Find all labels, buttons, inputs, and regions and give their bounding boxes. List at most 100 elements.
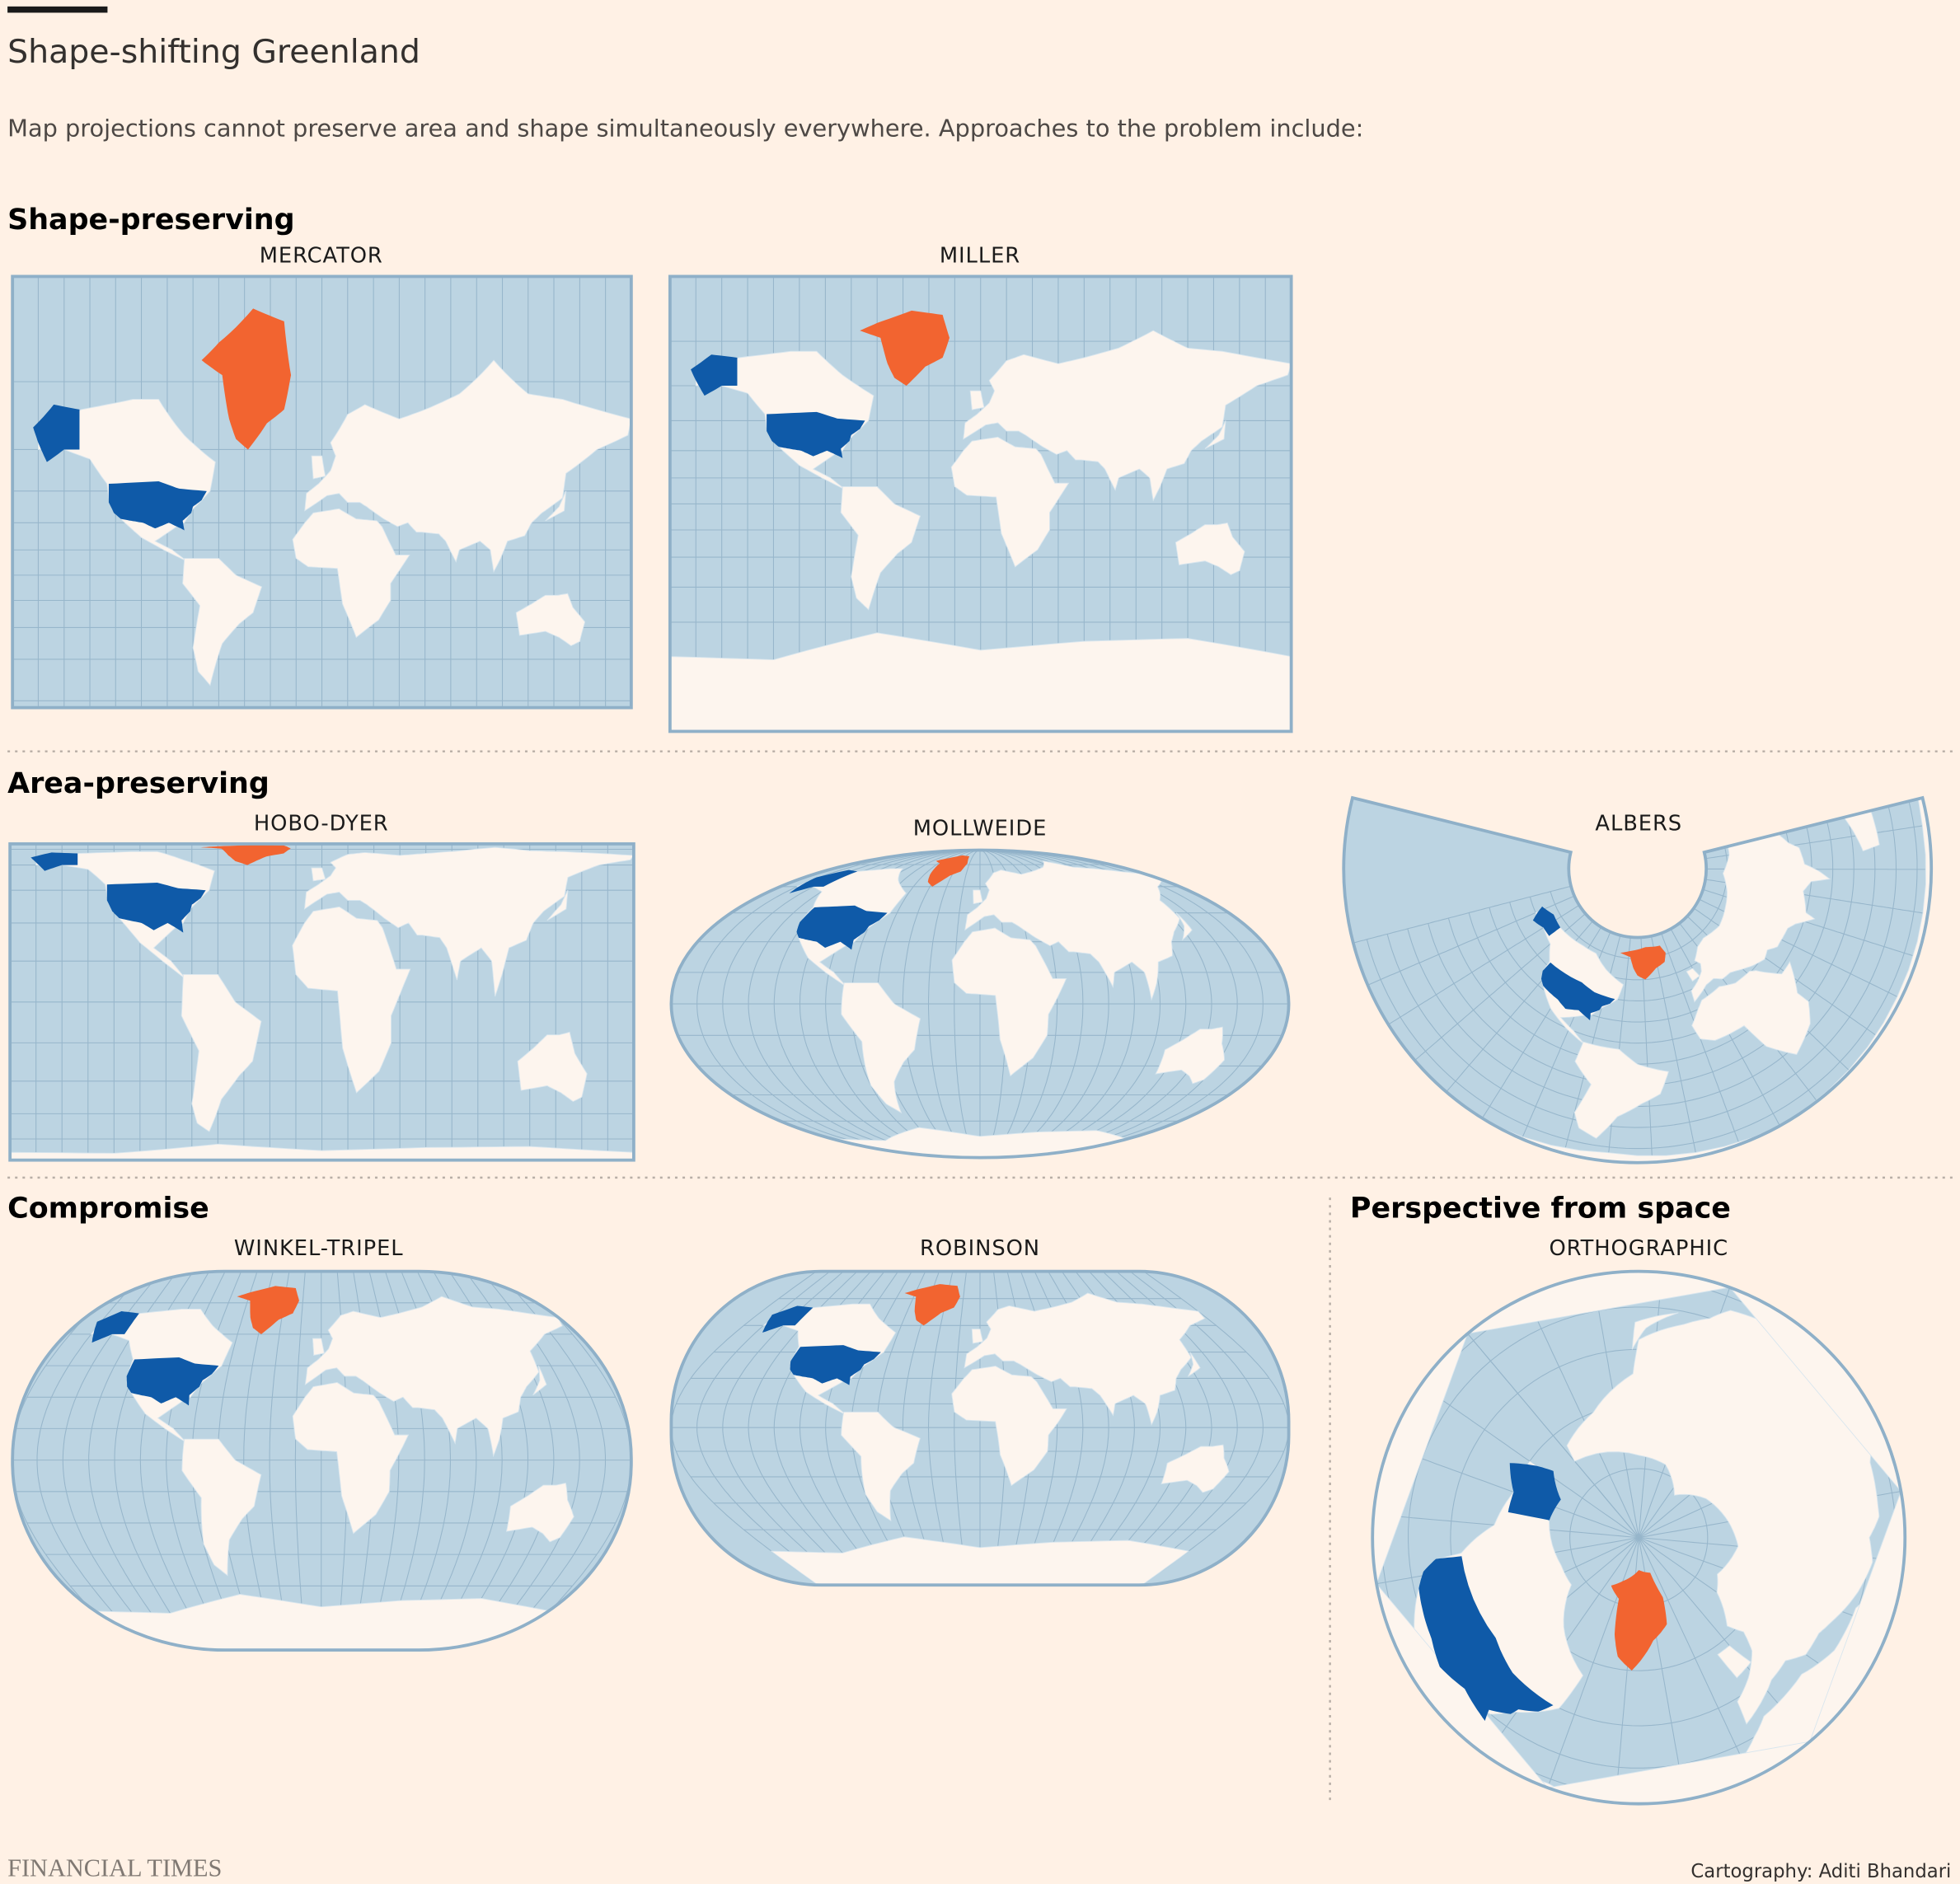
land — [532, 1365, 547, 1396]
land — [303, 846, 634, 997]
map — [671, 1271, 1289, 1586]
land — [969, 390, 985, 410]
land — [1566, 1310, 1880, 1725]
map — [1343, 797, 1932, 1163]
map — [669, 276, 1292, 732]
land — [545, 490, 567, 522]
united-states — [126, 1357, 219, 1406]
graticule — [1693, 797, 1903, 831]
united-states — [106, 882, 206, 933]
subtitle: Map projections cannot preserve area and… — [7, 115, 1363, 143]
land — [951, 927, 1067, 1077]
united-states — [1532, 906, 1561, 936]
greenland — [860, 310, 950, 386]
land — [304, 1296, 563, 1458]
map-outline — [669, 1269, 1291, 1587]
land — [963, 330, 1292, 502]
united-states — [1508, 1463, 1561, 1521]
map-outline — [669, 848, 1291, 1160]
map-label: ROBINSON — [920, 1236, 1040, 1261]
land — [1717, 1645, 1751, 1679]
ocean — [1343, 797, 1932, 1163]
map — [12, 1271, 631, 1651]
land — [292, 1381, 410, 1535]
land — [1175, 912, 1193, 941]
land — [312, 1338, 325, 1356]
land — [669, 632, 1292, 732]
greenland — [1620, 945, 1666, 980]
land — [1691, 961, 1811, 1056]
land — [292, 508, 410, 639]
graticule — [1366, 797, 1918, 1150]
united-states — [789, 869, 858, 893]
graticule — [513, 1271, 631, 1649]
map-outline — [1342, 795, 1933, 1165]
united-states — [691, 354, 738, 396]
map — [1372, 1271, 1906, 1804]
section-title: Shape-preserving — [7, 204, 294, 237]
map — [10, 843, 634, 1160]
land — [951, 1366, 1067, 1487]
graticule — [1687, 797, 1872, 822]
graticule — [1428, 797, 1854, 1086]
section-title: Compromise — [7, 1192, 209, 1225]
greenland — [200, 845, 291, 865]
land — [505, 1483, 574, 1543]
greenland — [201, 308, 292, 450]
land — [1573, 1041, 1669, 1139]
land — [517, 1031, 588, 1103]
land — [311, 455, 326, 480]
source: FINANCIAL TIMES — [7, 1854, 222, 1882]
united-states — [790, 1345, 881, 1385]
united-states — [1540, 962, 1615, 1021]
land — [964, 860, 1180, 1001]
land — [1760, 817, 1785, 832]
credit: Cartography: Aditi Bhandari — [1690, 1861, 1951, 1882]
land — [10, 1143, 634, 1160]
map — [12, 276, 631, 741]
land — [304, 359, 631, 574]
land — [181, 1438, 262, 1577]
map-outline — [668, 274, 1293, 733]
map-label: HOBO-DYER — [254, 811, 389, 836]
land — [1175, 522, 1245, 575]
map-outline — [8, 842, 635, 1162]
maps — [8, 274, 1933, 1806]
greenland — [904, 1284, 960, 1326]
greenland — [237, 1286, 299, 1334]
united-states — [796, 905, 888, 950]
land — [971, 1329, 984, 1344]
land — [950, 436, 1070, 568]
land — [840, 486, 921, 611]
united-states — [91, 1310, 139, 1343]
land — [1204, 420, 1226, 449]
land — [182, 558, 263, 687]
united-states — [30, 852, 78, 871]
graticule — [1550, 806, 1728, 959]
land — [1535, 909, 1625, 1047]
map-label: MOLLWEIDE — [913, 816, 1048, 841]
map-label: ORTHOGRAPHIC — [1549, 1236, 1728, 1261]
united-states — [762, 1305, 814, 1333]
land — [181, 973, 262, 1132]
title: Shape-shifting Greenland — [7, 33, 420, 71]
united-states — [108, 480, 207, 531]
united-states — [1418, 1556, 1554, 1722]
land — [1690, 797, 1831, 1003]
map-label: WINKEL-TRIPEL — [234, 1236, 404, 1261]
map — [671, 850, 1289, 1158]
map-label: ALBERS — [1595, 811, 1682, 836]
map-outline — [1371, 1269, 1907, 1806]
map-outline — [11, 1269, 633, 1652]
land — [12, 715, 631, 741]
section-title: Perspective from space — [1350, 1192, 1731, 1225]
land — [973, 889, 983, 905]
graticule — [1569, 1468, 1709, 1607]
map-label: MILLER — [940, 244, 1020, 269]
map-outline — [11, 274, 633, 710]
greenland — [927, 855, 970, 887]
united-states — [33, 404, 80, 462]
greenland — [1611, 1570, 1667, 1671]
land — [841, 982, 921, 1114]
